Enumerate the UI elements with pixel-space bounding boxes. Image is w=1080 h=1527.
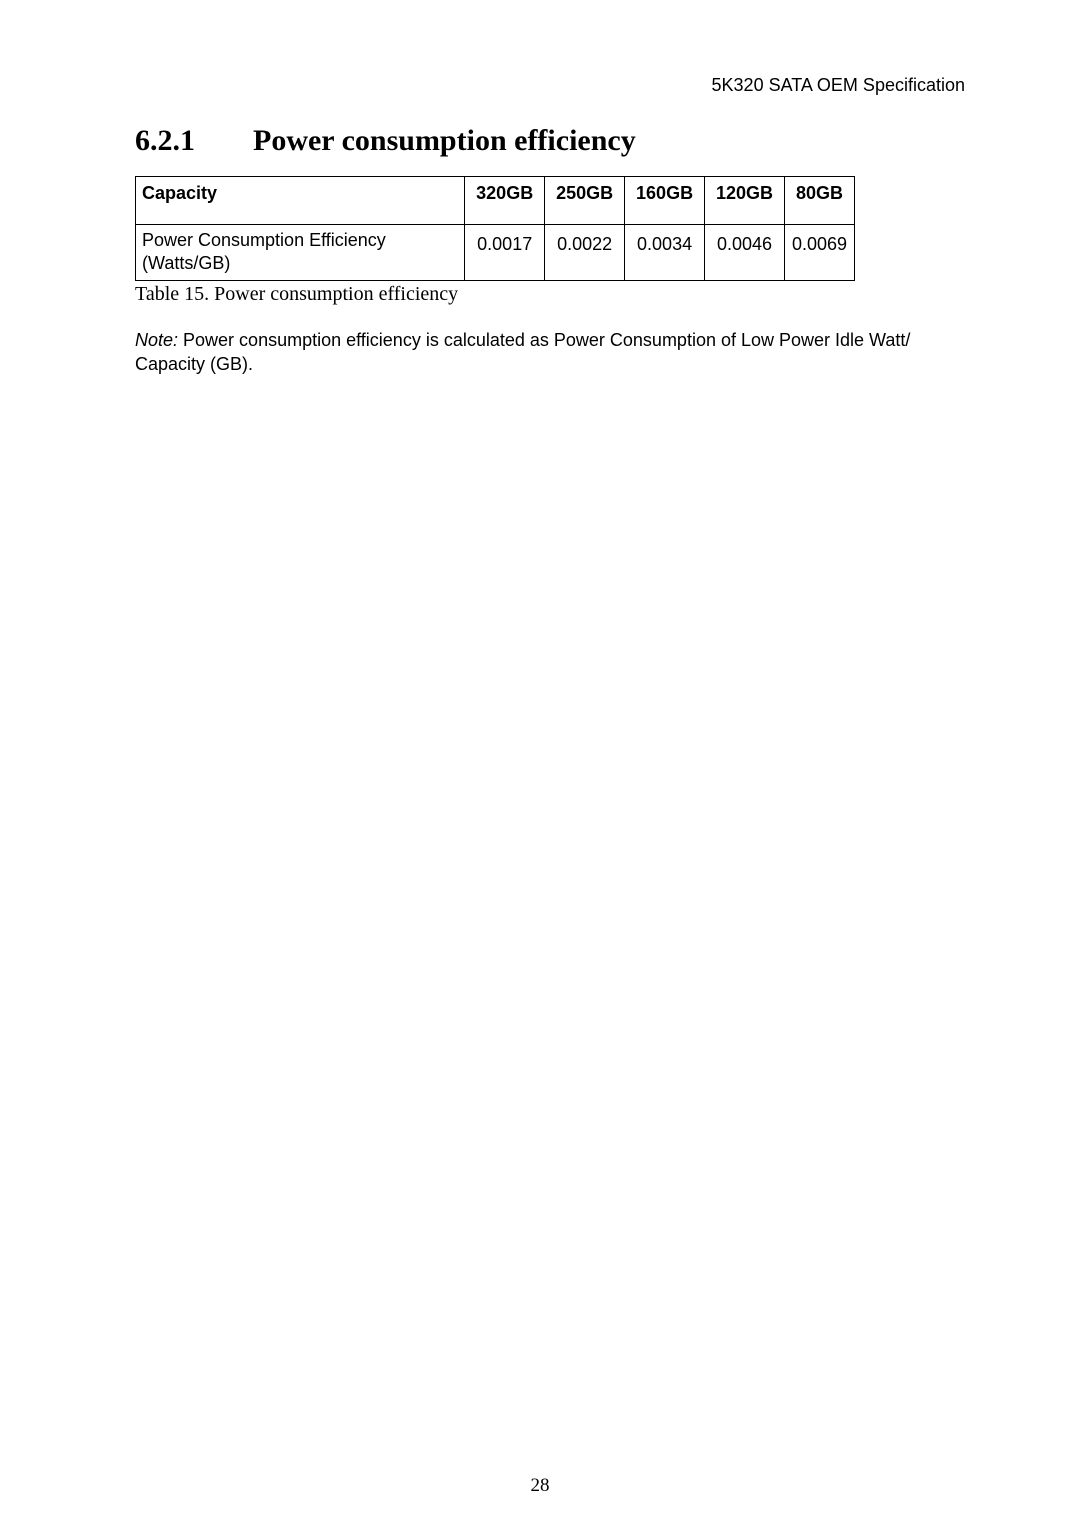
val-2: 0.0034 bbox=[625, 225, 705, 281]
val-4: 0.0069 bbox=[784, 225, 854, 281]
section-number: 6.2.1 bbox=[135, 124, 253, 158]
rowlabel-efficiency: Power Consumption Efficiency (Watts/GB) bbox=[136, 225, 465, 281]
page-number: 28 bbox=[0, 1475, 1080, 1497]
table-caption: Table 15. Power consumption efficiency bbox=[135, 283, 965, 306]
running-header: 5K320 SATA OEM Specification bbox=[135, 75, 965, 96]
note-label: Note: bbox=[135, 330, 178, 350]
section-title: Power consumption efficiency bbox=[253, 124, 636, 157]
table-header-row: Capacity 320GB 250GB 160GB 120GB 80GB bbox=[136, 177, 855, 225]
header-capacity: Capacity bbox=[136, 177, 465, 225]
page: 5K320 SATA OEM Specification 6.2.1Power … bbox=[0, 0, 1080, 1527]
table-row: Power Consumption Efficiency (Watts/GB) … bbox=[136, 225, 855, 281]
header-col-0: 320GB bbox=[465, 177, 545, 225]
val-1: 0.0022 bbox=[545, 225, 625, 281]
header-col-4: 80GB bbox=[784, 177, 854, 225]
note-text: Power consumption efficiency is calculat… bbox=[135, 330, 910, 374]
section-heading: 6.2.1Power consumption efficiency bbox=[135, 124, 965, 158]
spec-table: Capacity 320GB 250GB 160GB 120GB 80GB Po… bbox=[135, 176, 855, 281]
rowlabel-line1: Power Consumption Efficiency bbox=[142, 230, 386, 250]
rowlabel-line2: (Watts/GB) bbox=[142, 253, 230, 273]
val-3: 0.0046 bbox=[705, 225, 785, 281]
header-col-1: 250GB bbox=[545, 177, 625, 225]
note-paragraph: Note: Power consumption efficiency is ca… bbox=[135, 328, 965, 377]
header-col-3: 120GB bbox=[705, 177, 785, 225]
val-0: 0.0017 bbox=[465, 225, 545, 281]
header-col-2: 160GB bbox=[625, 177, 705, 225]
